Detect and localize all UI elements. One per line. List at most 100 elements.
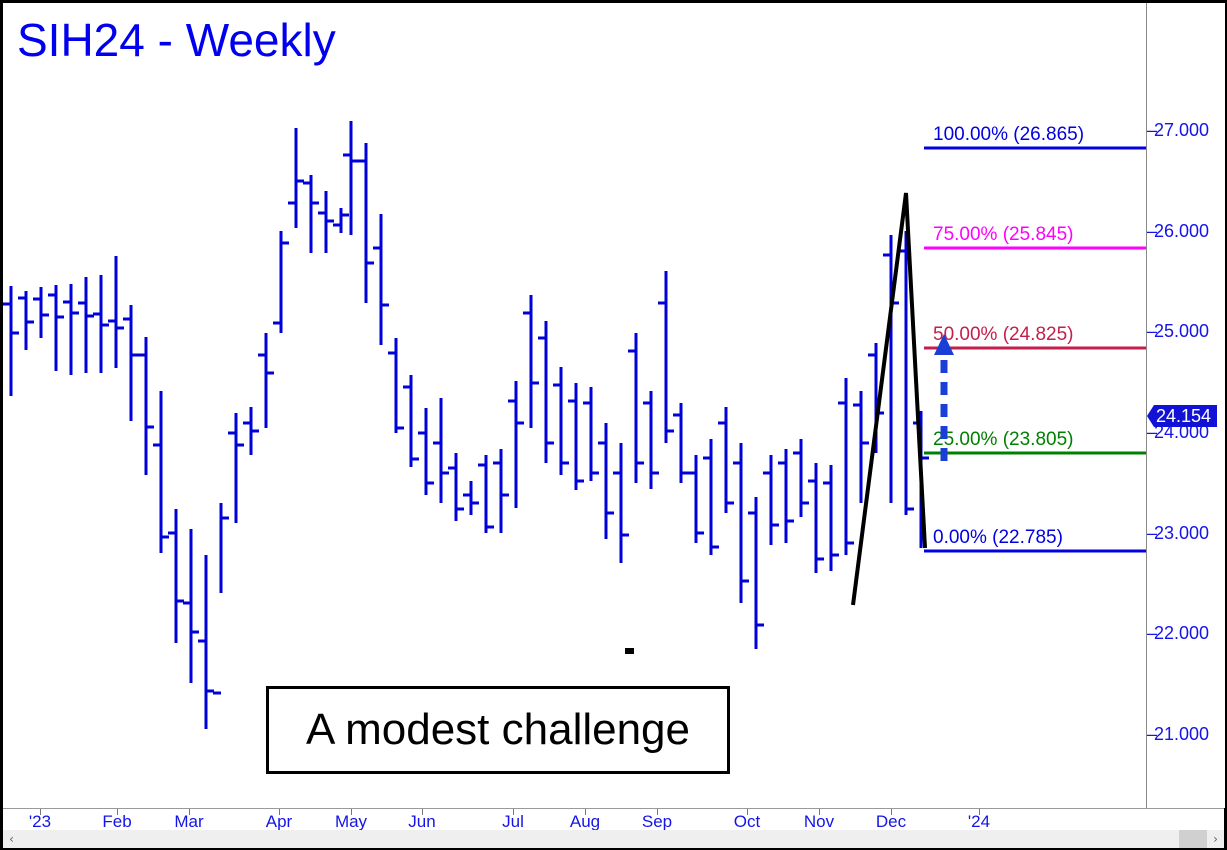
ohlc-bar bbox=[183, 529, 199, 683]
date-tick-label: Dec bbox=[875, 812, 907, 831]
price-axis[interactable]: –27.000 –26.000 –25.000 –24.000 –23.000 –22.0… bbox=[1146, 3, 1225, 808]
price-tick-mark: – bbox=[1147, 523, 1158, 543]
ohlc-bar bbox=[358, 143, 374, 303]
ohlc-bar bbox=[553, 367, 569, 475]
fib-50-label: 50.00% (24.825) bbox=[933, 324, 1074, 345]
ohlc-bar bbox=[48, 285, 64, 371]
scrollbar-thumb[interactable] bbox=[1179, 830, 1207, 848]
price-tick-mark: – bbox=[1147, 321, 1158, 341]
ohlc-bar bbox=[523, 295, 539, 428]
ohlc-bar bbox=[778, 449, 794, 543]
ohlc-bar bbox=[568, 383, 584, 490]
ohlc-bar bbox=[448, 453, 464, 521]
price-tick-label: 22.000 bbox=[1154, 623, 1210, 643]
current-price-tag[interactable]: 24.154 bbox=[1147, 405, 1218, 427]
ohlc-bar bbox=[138, 337, 154, 475]
ohlc-bar bbox=[108, 256, 124, 368]
date-tick-label: Mar bbox=[174, 812, 204, 831]
date-tick-label: Sep bbox=[641, 812, 673, 831]
horizontal-scrollbar[interactable]: ‹ › bbox=[3, 830, 1224, 848]
fib-75-label: 75.00% (25.845) bbox=[933, 224, 1074, 245]
price-tick: –27.000 bbox=[1147, 120, 1209, 141]
date-tick-label: Oct bbox=[733, 812, 761, 831]
ohlc-bar bbox=[793, 439, 809, 517]
ohlc-bar bbox=[433, 398, 449, 503]
projection-arrow-layer bbox=[934, 334, 954, 461]
ohlc-bar bbox=[508, 381, 524, 508]
arrow-head-icon bbox=[934, 334, 954, 355]
price-tick: –22.000 bbox=[1147, 623, 1209, 644]
zigzag-trendline bbox=[851, 192, 927, 606]
date-tick-mark bbox=[979, 809, 980, 815]
ohlc-bar bbox=[583, 387, 599, 481]
date-tick-label: Nov bbox=[803, 812, 835, 831]
ohlc-bar bbox=[123, 305, 139, 421]
fib-25-label: 25.00% (23.805) bbox=[933, 429, 1074, 450]
date-tick-mark bbox=[117, 809, 118, 815]
ohlc-bar bbox=[63, 284, 79, 375]
scroll-left-icon[interactable]: ‹ bbox=[3, 830, 20, 848]
ohlc-bar bbox=[628, 333, 644, 483]
ohlc-bar bbox=[343, 121, 359, 235]
ohlc-bar bbox=[403, 375, 419, 467]
date-tick-mark bbox=[657, 809, 658, 815]
date-tick-mark bbox=[747, 809, 748, 815]
price-tick-label: 25.000 bbox=[1154, 321, 1210, 341]
ohlc-bar bbox=[658, 271, 674, 443]
date-tick-mark bbox=[819, 809, 820, 815]
annotation-box[interactable]: A modest challenge bbox=[266, 686, 730, 774]
ohlc-bar bbox=[288, 128, 304, 228]
price-tick-mark: – bbox=[1147, 120, 1158, 140]
annotation-text: A modest challenge bbox=[305, 705, 691, 754]
price-tick-mark: – bbox=[1147, 724, 1158, 744]
ohlc-bar bbox=[718, 407, 734, 513]
ohlc-bar bbox=[3, 286, 19, 396]
price-tick: –23.000 bbox=[1147, 523, 1209, 544]
date-tick-mark bbox=[351, 809, 352, 815]
price-tick: –24.000 bbox=[1147, 422, 1209, 443]
ohlc-bar bbox=[168, 509, 184, 643]
date-tick-mark bbox=[422, 809, 423, 815]
price-tick-mark: – bbox=[1147, 623, 1158, 643]
scroll-right-icon[interactable]: › bbox=[1207, 830, 1224, 848]
ohlc-bar bbox=[213, 503, 229, 695]
ohlc-bar bbox=[673, 403, 689, 483]
ohlc-bar bbox=[643, 391, 659, 489]
date-tick-label: Aug bbox=[569, 812, 601, 831]
ohlc-bar bbox=[613, 443, 629, 563]
ohlc-bar bbox=[493, 449, 509, 533]
ohlc-bar bbox=[303, 175, 319, 253]
date-tick-mark bbox=[891, 809, 892, 815]
price-tick-mark: – bbox=[1147, 221, 1158, 241]
ohlc-bar bbox=[388, 338, 404, 433]
date-tick-label: May bbox=[334, 812, 368, 831]
chart-plot-area[interactable]: SIH24 - Weekly 100.00% (26.865) 75.00% (2… bbox=[3, 3, 1146, 808]
ohlc-bar bbox=[598, 423, 614, 539]
ohlc-bar bbox=[478, 455, 494, 533]
price-tick: –26.000 bbox=[1147, 221, 1209, 242]
price-tick: –21.000 bbox=[1147, 724, 1209, 745]
ohlc-bar bbox=[153, 391, 169, 553]
ohlc-bar bbox=[733, 443, 749, 603]
fib-100-label: 100.00% (26.865) bbox=[933, 124, 1085, 145]
price-tick: –25.000 bbox=[1147, 321, 1209, 342]
ohlc-bar bbox=[823, 465, 839, 571]
fibonacci-lines-layer bbox=[924, 146, 1146, 553]
date-axis[interactable]: '23 Feb Mar Apr May Jun Jul Aug Sep Oct Nov Dec '24 bbox=[3, 808, 1224, 831]
fib-0-label: 0.00% (22.785) bbox=[933, 527, 1063, 548]
ohlc-bar bbox=[243, 407, 259, 455]
ohlc-bar bbox=[373, 214, 389, 345]
ohlc-bar bbox=[853, 391, 869, 503]
scrollbar-track[interactable] bbox=[20, 830, 1207, 848]
current-price-value: 24.154 bbox=[1154, 405, 1218, 427]
ohlc-bar bbox=[78, 277, 94, 373]
price-tick-label: 24.000 bbox=[1154, 422, 1210, 442]
dot-marker bbox=[625, 648, 634, 654]
date-tick-label: Jun bbox=[408, 812, 436, 831]
ohlc-bar bbox=[748, 497, 764, 649]
price-tick-label: 23.000 bbox=[1154, 523, 1210, 543]
ohlc-bar bbox=[228, 413, 244, 523]
ohlc-bar bbox=[763, 455, 779, 545]
ohlc-bar bbox=[33, 287, 49, 338]
